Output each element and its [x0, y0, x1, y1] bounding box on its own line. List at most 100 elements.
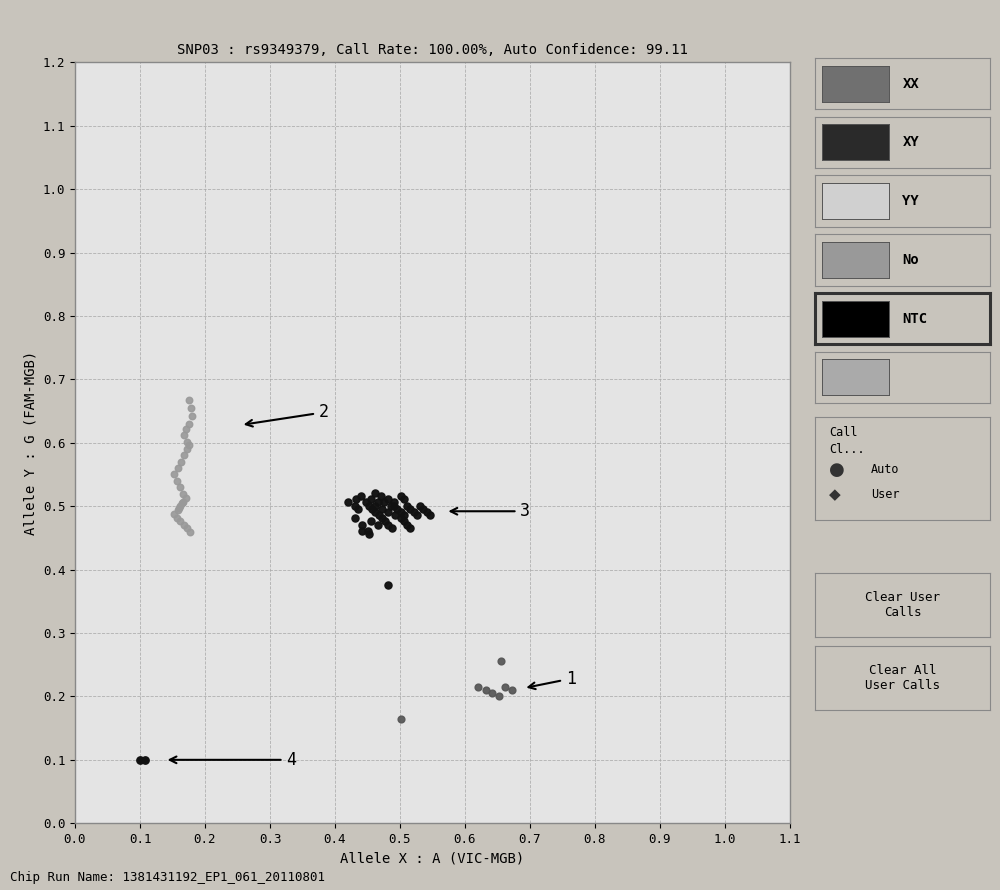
- Point: [183, 400, 199, 415]
- Point: [166, 506, 182, 521]
- Point: [415, 502, 431, 516]
- Point: [175, 486, 191, 500]
- Point: [419, 505, 435, 519]
- Point: [377, 514, 393, 529]
- Text: No: No: [902, 253, 919, 267]
- Text: Clear User
Calls: Clear User Calls: [865, 591, 940, 619]
- Point: [380, 492, 396, 506]
- Point: [132, 753, 148, 767]
- Point: [175, 495, 191, 509]
- Point: [389, 502, 405, 516]
- Point: [171, 501, 187, 515]
- Point: [396, 514, 412, 529]
- Title: SNP03 : rs9349379, Call Rate: 100.00%, Auto Confidence: 99.11: SNP03 : rs9349379, Call Rate: 100.00%, A…: [177, 43, 688, 57]
- Point: [491, 689, 507, 703]
- Point: [402, 521, 418, 535]
- Point: [504, 683, 520, 697]
- Point: [178, 422, 194, 436]
- Text: 2: 2: [246, 403, 329, 426]
- Text: Call: Call: [829, 425, 858, 439]
- Text: 4: 4: [170, 751, 296, 769]
- Point: [396, 492, 412, 506]
- Point: [373, 489, 389, 503]
- Point: [497, 680, 513, 694]
- Point: [370, 517, 386, 531]
- Point: [354, 517, 370, 531]
- Point: [170, 461, 186, 475]
- Point: [402, 502, 418, 516]
- Point: [182, 524, 198, 538]
- Point: [387, 508, 403, 522]
- Point: [170, 503, 186, 517]
- Point: [363, 492, 379, 506]
- Point: [422, 508, 438, 522]
- Text: NTC: NTC: [902, 312, 928, 326]
- Point: [493, 654, 509, 668]
- Point: [348, 491, 364, 506]
- Point: [409, 508, 425, 522]
- Point: [181, 438, 197, 452]
- Point: [370, 495, 386, 509]
- Point: [367, 505, 383, 519]
- Point: [484, 685, 500, 700]
- Point: [172, 514, 188, 529]
- Point: [393, 711, 409, 725]
- Point: [363, 514, 379, 529]
- Point: [396, 508, 412, 522]
- Point: [358, 495, 374, 509]
- Point: [376, 495, 392, 509]
- Point: [393, 511, 409, 525]
- Text: Chip Run Name: 1381431192_EP1_061_20110801: Chip Run Name: 1381431192_EP1_061_201108…: [10, 871, 325, 884]
- Point: [384, 521, 400, 535]
- Point: [184, 409, 200, 424]
- Point: [181, 392, 197, 407]
- Point: [360, 524, 376, 538]
- Point: [179, 442, 195, 457]
- Point: [353, 489, 369, 503]
- Point: [172, 480, 188, 494]
- Point: [137, 753, 153, 767]
- Point: [179, 521, 195, 535]
- Point: [383, 498, 399, 513]
- Text: YY: YY: [902, 194, 919, 208]
- Point: [361, 498, 377, 513]
- Point: [354, 524, 370, 538]
- Point: [173, 455, 189, 469]
- Point: [361, 527, 377, 541]
- Point: [169, 511, 185, 525]
- Point: [367, 498, 383, 513]
- Text: User: User: [871, 488, 900, 501]
- Point: [412, 498, 428, 513]
- Text: 1: 1: [529, 669, 576, 689]
- Point: [172, 499, 188, 514]
- Point: [393, 489, 409, 503]
- Y-axis label: Allele Y : G (FAM-MGB): Allele Y : G (FAM-MGB): [23, 351, 37, 535]
- Point: [174, 496, 190, 510]
- Point: [380, 517, 396, 531]
- Point: [176, 449, 192, 463]
- Point: [169, 473, 185, 488]
- Point: [178, 490, 194, 505]
- Point: [176, 518, 192, 532]
- Text: Clear All
User Calls: Clear All User Calls: [865, 664, 940, 692]
- Point: [347, 511, 363, 525]
- Text: XY: XY: [902, 135, 919, 150]
- Point: [406, 505, 422, 519]
- Text: Auto: Auto: [871, 463, 900, 476]
- Point: [350, 502, 366, 516]
- Point: [380, 578, 396, 592]
- Point: [179, 434, 195, 449]
- Point: [386, 495, 402, 509]
- Text: ◆: ◆: [829, 487, 841, 502]
- Point: [374, 511, 390, 525]
- Point: [374, 502, 390, 516]
- Point: [393, 505, 409, 519]
- Point: [340, 495, 356, 509]
- Point: [166, 467, 182, 481]
- Point: [371, 508, 387, 522]
- Text: XX: XX: [902, 77, 919, 91]
- Point: [181, 417, 197, 431]
- Text: 3: 3: [451, 502, 530, 521]
- Point: [478, 683, 494, 697]
- Point: [386, 498, 402, 513]
